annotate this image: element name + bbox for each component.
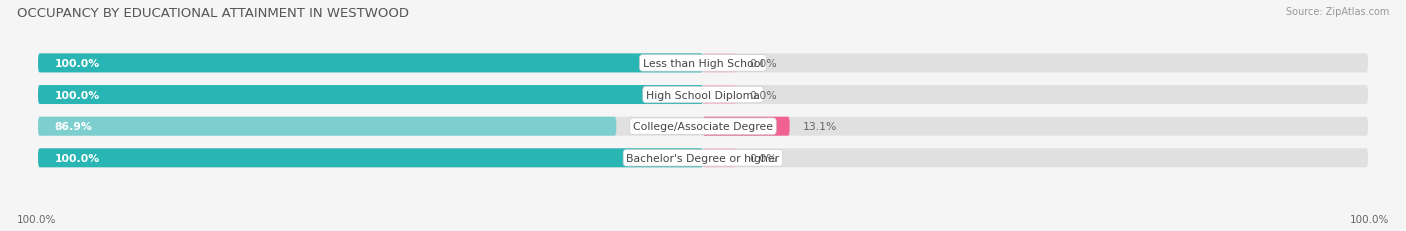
Text: 100.0%: 100.0% (55, 59, 100, 69)
Text: 13.1%: 13.1% (803, 122, 838, 132)
FancyBboxPatch shape (703, 149, 737, 167)
Text: 100.0%: 100.0% (1350, 214, 1389, 224)
FancyBboxPatch shape (38, 86, 1368, 105)
Text: 0.0%: 0.0% (749, 59, 778, 69)
FancyBboxPatch shape (703, 86, 737, 105)
Text: High School Diploma: High School Diploma (647, 90, 759, 100)
FancyBboxPatch shape (38, 54, 703, 73)
FancyBboxPatch shape (38, 117, 1368, 136)
Text: College/Associate Degree: College/Associate Degree (633, 122, 773, 132)
Text: Less than High School: Less than High School (643, 59, 763, 69)
FancyBboxPatch shape (38, 86, 703, 105)
Text: 100.0%: 100.0% (17, 214, 56, 224)
FancyBboxPatch shape (38, 149, 703, 167)
Text: Source: ZipAtlas.com: Source: ZipAtlas.com (1285, 7, 1389, 17)
FancyBboxPatch shape (38, 54, 1368, 73)
Text: 86.9%: 86.9% (55, 122, 93, 132)
Text: Bachelor's Degree or higher: Bachelor's Degree or higher (627, 153, 779, 163)
FancyBboxPatch shape (703, 54, 737, 73)
FancyBboxPatch shape (38, 149, 1368, 167)
Text: 0.0%: 0.0% (749, 153, 778, 163)
Text: 100.0%: 100.0% (55, 153, 100, 163)
Text: OCCUPANCY BY EDUCATIONAL ATTAINMENT IN WESTWOOD: OCCUPANCY BY EDUCATIONAL ATTAINMENT IN W… (17, 7, 409, 20)
FancyBboxPatch shape (38, 117, 616, 136)
Text: 0.0%: 0.0% (749, 90, 778, 100)
Text: 100.0%: 100.0% (55, 90, 100, 100)
FancyBboxPatch shape (703, 117, 790, 136)
